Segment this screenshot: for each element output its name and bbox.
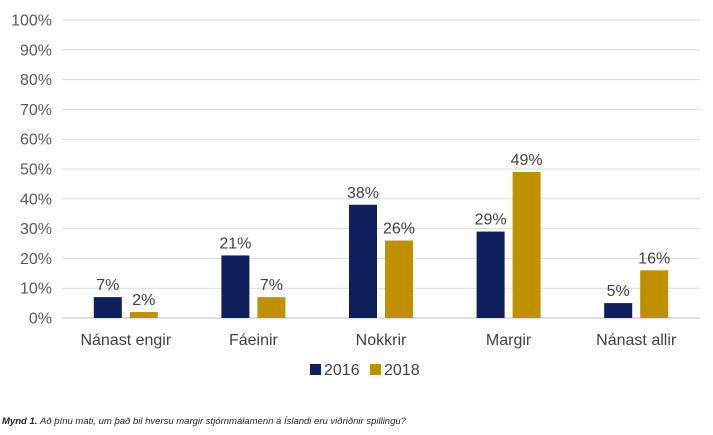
data-label: 26% (383, 221, 415, 238)
bar-2018-2 (385, 240, 413, 318)
bar-2018-4 (640, 270, 669, 318)
legend-swatch (370, 364, 381, 375)
figure-caption: Mynd 1. Að þínu mati, um það bil hversu … (2, 416, 406, 427)
category-label: Nánast allir (596, 332, 677, 349)
y-tick-label: 70% (20, 102, 52, 119)
y-tick-label: 100% (11, 13, 52, 30)
legend-swatch (310, 364, 321, 375)
data-label: 7% (96, 277, 119, 294)
y-tick-label: 30% (20, 221, 52, 238)
y-tick-label: 0% (29, 311, 52, 328)
y-tick-label: 90% (20, 42, 52, 59)
category-label: Nánast engir (80, 332, 171, 349)
y-tick-label: 10% (20, 281, 52, 298)
data-label: 5% (607, 283, 630, 300)
y-tick-label: 20% (20, 251, 52, 268)
bar-2018-0 (129, 312, 158, 318)
category-label: Margir (486, 332, 532, 349)
x-axis-categories: Nánast engir Fáeinir Nokkrir Margir Nánast a… (80, 332, 676, 349)
bar-2016-0 (93, 297, 122, 318)
bar-2016-2 (349, 204, 377, 318)
bar-2016-4 (604, 303, 633, 318)
legend-label: 2018 (384, 362, 420, 379)
bar-2018-1 (257, 297, 286, 318)
data-labels: 7% 2% 21% 7% 38% 26% 29% 49% 5% 16% (96, 152, 670, 309)
category-label: Nokkrir (356, 332, 407, 349)
data-label: 16% (638, 250, 670, 267)
y-tick-label: 60% (20, 132, 52, 149)
caption-lead: Mynd 1. (2, 416, 38, 427)
y-tick-label: 50% (20, 162, 52, 179)
bar-2018-3 (512, 171, 541, 318)
data-label: 2% (132, 292, 155, 309)
legend: 2016 2018 (310, 362, 420, 379)
gridlines (62, 19, 700, 319)
y-tick-label: 40% (20, 191, 52, 208)
bar-2016-1 (221, 255, 250, 318)
category-label: Fáeinir (229, 332, 279, 349)
y-tick-label: 80% (20, 72, 52, 89)
data-label: 21% (219, 235, 251, 252)
data-label: 7% (260, 277, 283, 294)
data-label: 38% (347, 185, 379, 202)
data-label: 49% (511, 152, 543, 169)
bars (93, 171, 669, 318)
bar-2016-3 (476, 231, 505, 318)
legend-label: 2016 (324, 362, 360, 379)
data-label: 29% (475, 212, 507, 229)
caption-text: Að þínu mati, um það bil hversu margir s… (40, 416, 406, 427)
bar-chart: 0% 10% 20% 30% 40% 50% 60% 70% 80% 90% 100% 7% 2% 21… (11, 13, 700, 379)
y-axis-ticks: 0% 10% 20% 30% 40% 50% 60% 70% 80% 90% 100% (11, 13, 52, 328)
